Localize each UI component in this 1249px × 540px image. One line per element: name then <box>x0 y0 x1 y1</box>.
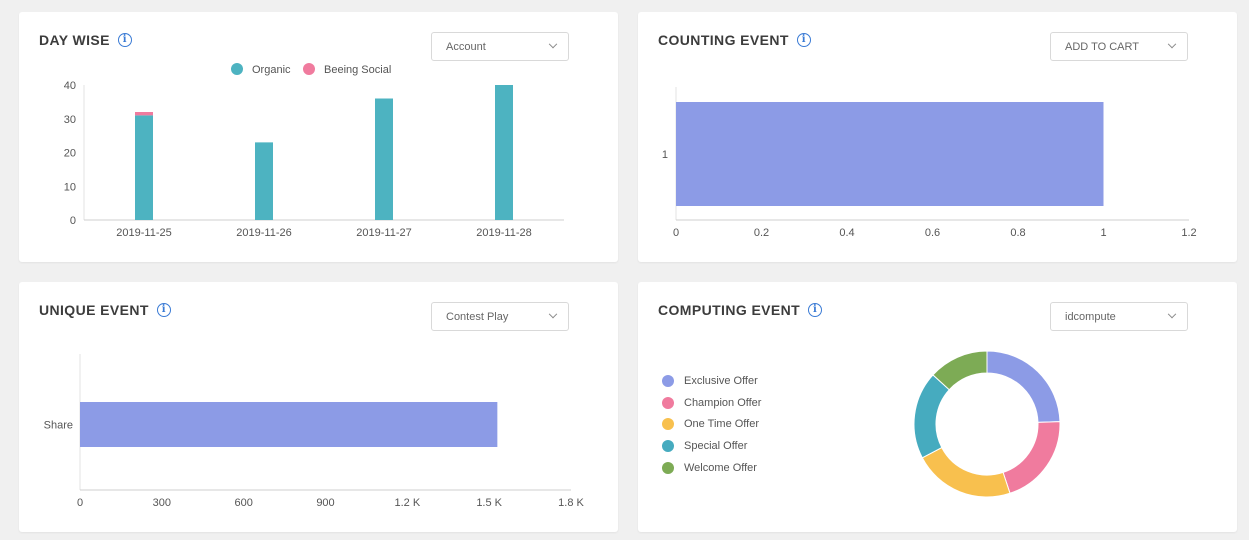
legend-label: One Time Offer <box>684 418 759 431</box>
legend-label: Welcome Offer <box>684 462 757 475</box>
x-tick-label: 1.2 <box>1181 227 1196 239</box>
x-tick-label: 1 <box>1100 227 1106 239</box>
bar <box>255 142 273 220</box>
computing-event-legend: Exclusive Offer Champion Offer One Time … <box>662 370 761 479</box>
legend-item[interactable]: One Time Offer <box>662 414 761 436</box>
x-tick-label: 2019-11-25 <box>116 227 171 239</box>
info-icon[interactable]: i <box>156 303 171 317</box>
day-wise-dropdown-value: Account <box>446 40 486 53</box>
computing-event-title-text: COMPUTING EVENT <box>658 302 801 318</box>
pie-slice <box>913 374 950 459</box>
legend-label: Special Offer <box>684 440 748 453</box>
legend-label: Champion Offer <box>684 396 762 409</box>
counting-event-title-text: COUNTING EVENT <box>658 32 789 48</box>
legend-item[interactable]: Exclusive Offer <box>662 370 761 392</box>
x-tick-label: 0.2 <box>754 227 769 239</box>
x-tick-label: 300 <box>153 497 171 509</box>
legend-dot <box>662 440 674 453</box>
pie-slice <box>986 350 1061 423</box>
x-tick-label: 0.4 <box>839 227 854 239</box>
pie-slice <box>932 350 988 391</box>
y-tick-label: Share <box>44 420 73 432</box>
computing-event-card: COMPUTING EVENT i idcompute Exclusive Of… <box>638 282 1237 532</box>
info-icon[interactable]: i <box>117 33 132 47</box>
legend-dot <box>662 396 674 409</box>
legend-dot <box>662 418 674 431</box>
counting-event-dropdown[interactable]: ADD TO CART <box>1050 32 1188 61</box>
y-tick-label: 0 <box>70 215 76 227</box>
bar <box>135 112 153 116</box>
x-tick-label: 2019-11-28 <box>476 227 531 239</box>
x-tick-label: 0.6 <box>925 227 940 239</box>
x-tick-label: 1.8 K <box>558 497 584 509</box>
x-tick-label: 0 <box>77 497 83 509</box>
unique-event-title-text: UNIQUE EVENT <box>39 302 149 318</box>
computing-event-dropdown[interactable]: idcompute <box>1050 302 1188 331</box>
counting-event-dropdown-value: ADD TO CART <box>1065 40 1139 53</box>
x-tick-label: 600 <box>234 497 252 509</box>
legend-item[interactable]: Welcome Offer <box>662 457 761 479</box>
legend-item[interactable]: Special Offer <box>662 435 761 457</box>
y-tick-label: 30 <box>64 114 76 126</box>
computing-event-chart <box>913 350 1061 498</box>
legend-dot <box>303 63 315 75</box>
unique-event-chart: 0 300 600 900 1.2 K 1.5 K 1.8 K Share <box>44 354 585 509</box>
y-tick-label: 10 <box>64 181 76 193</box>
bar <box>495 85 513 220</box>
computing-event-dropdown-value: idcompute <box>1065 310 1116 323</box>
unique-event-dropdown-value: Contest Play <box>446 310 509 323</box>
x-tick-label: 0 <box>673 227 679 239</box>
unique-event-card: UNIQUE EVENT i Contest Play 0 300 600 900 1.… <box>19 282 618 532</box>
unique-event-dropdown[interactable]: Contest Play <box>431 302 569 331</box>
counting-event-title: COUNTING EVENT i <box>658 32 811 48</box>
day-wise-dropdown[interactable]: Account <box>431 32 569 61</box>
info-icon[interactable]: i <box>796 33 811 47</box>
computing-event-title: COMPUTING EVENT i <box>658 302 823 318</box>
y-tick-label: 1 <box>662 149 668 161</box>
y-tick-label: 20 <box>64 148 76 160</box>
unique-event-title: UNIQUE EVENT i <box>39 302 171 318</box>
bar <box>676 102 1104 206</box>
pie-slice <box>1002 421 1061 494</box>
x-tick-label: 2019-11-27 <box>356 227 411 239</box>
x-tick-label: 1.5 K <box>476 497 502 509</box>
legend-item[interactable]: Champion Offer <box>662 392 761 414</box>
info-icon[interactable]: i <box>808 303 823 317</box>
x-tick-label: 900 <box>316 497 334 509</box>
bar <box>80 402 498 447</box>
x-tick-label: 2019-11-26 <box>236 227 291 239</box>
legend-label: Organic <box>252 64 291 76</box>
x-tick-label: 1.2 K <box>394 497 420 509</box>
day-wise-title: DAY WISE i <box>39 32 132 48</box>
x-tick-label: 0.8 <box>1010 227 1025 239</box>
counting-event-card: COUNTING EVENT i ADD TO CART 0 0.2 0.4 0.6 0… <box>638 12 1237 262</box>
counting-event-chart: 0 0.2 0.4 0.6 0.8 1 1.2 1 <box>662 87 1197 239</box>
day-wise-chart: 0 10 20 30 40 2019-11-25 2019-11-26 2019-11-27 2… <box>64 63 564 239</box>
legend-label: Exclusive Offer <box>684 374 758 387</box>
legend-label: Beeing Social <box>324 64 391 76</box>
pie-slice <box>921 446 1011 498</box>
day-wise-card: DAY WISE i Account 0 10 20 30 40 2019-11-25 20… <box>19 12 618 262</box>
y-tick-label: 40 <box>64 80 76 92</box>
legend-dot <box>662 374 674 387</box>
bar <box>375 98 393 220</box>
legend-dot <box>231 63 243 75</box>
bar <box>135 115 153 220</box>
legend-dot <box>662 462 674 475</box>
day-wise-title-text: DAY WISE <box>39 32 110 48</box>
